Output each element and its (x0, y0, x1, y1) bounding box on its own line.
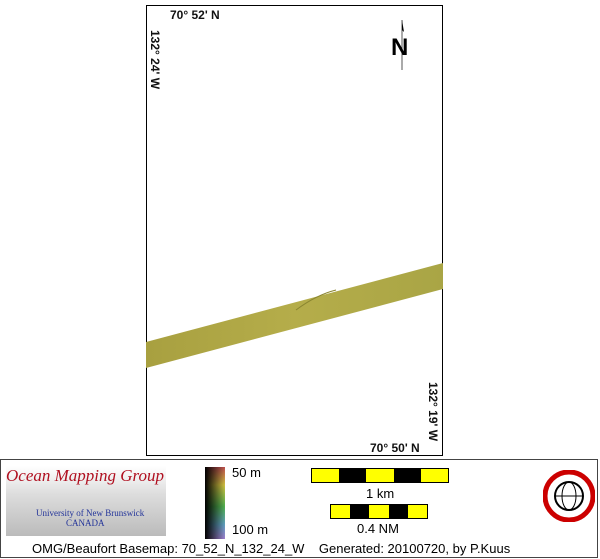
depth-min-label: 50 m (232, 465, 261, 480)
scale-bar-nm (330, 504, 428, 519)
footer-caption: OMG/Beaufort Basemap: 70_52_N_132_24_W G… (32, 541, 511, 556)
north-label: N (391, 34, 409, 61)
scale-km-label: 1 km (366, 486, 395, 501)
scale-bar-km (311, 468, 449, 483)
depth-colorbar (205, 467, 225, 539)
lon-right-label: 132° 19' W (426, 382, 440, 442)
map-frame (146, 5, 443, 456)
scale-nm-label: 0.4 NM (357, 521, 399, 536)
unb-geodesy-seal-icon (543, 470, 595, 522)
bathymetry-swath (146, 263, 443, 368)
north-arrow-icon (401, 20, 404, 70)
logo-country: CANADA (66, 518, 105, 528)
depth-max-label: 100 m (232, 522, 269, 537)
logo-university: University of New Brunswick (36, 508, 145, 518)
lat-top-label: 70° 52' N (170, 8, 220, 22)
lat-bottom-label: 70° 50' N (370, 441, 420, 455)
footer (0, 459, 598, 558)
lon-left-label: 132° 24' W (148, 30, 162, 90)
omg-logo: Ocean Mapping Group University of New Br… (6, 466, 166, 536)
logo-title: Ocean Mapping Group (6, 466, 165, 485)
